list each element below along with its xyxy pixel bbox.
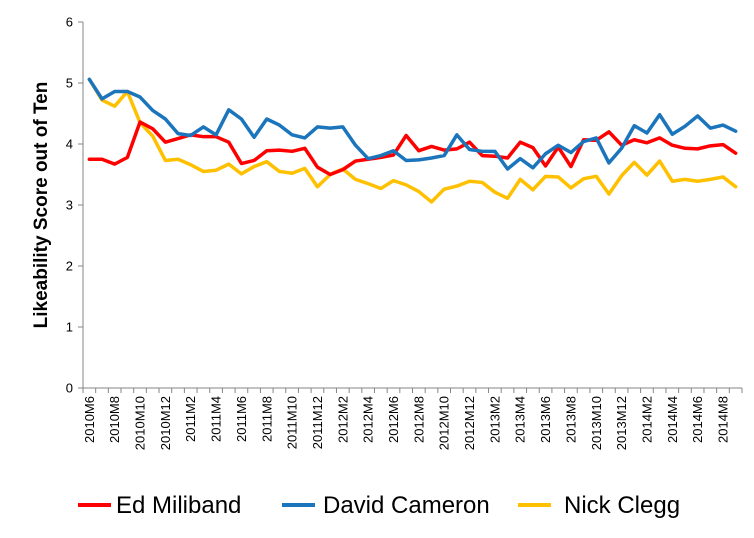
x-tick-label: 2013M6	[538, 396, 553, 443]
legend-label-david-cameron: David Cameron	[323, 492, 490, 519]
x-tick-label: 2011M12	[310, 396, 325, 449]
x-tick-label: 2010M6	[82, 396, 97, 443]
x-tick-label: 2014M8	[715, 396, 730, 443]
x-tick-label: 2013M10	[589, 396, 604, 450]
x-tick-label: 2013M8	[563, 396, 578, 443]
x-tick-label: 2010M10	[133, 396, 148, 450]
series-line-ed-miliband	[87, 120, 738, 177]
x-tick-label: 2013M2	[487, 396, 502, 443]
series-line-nick-clegg	[87, 77, 738, 204]
y-axis-label: Likeability Score out of Ten	[31, 82, 52, 329]
x-tick-label: 2010M8	[107, 396, 122, 443]
x-tick-label: 2012M4	[361, 396, 376, 443]
legend-label-nick-clegg: Nick Clegg	[564, 492, 680, 519]
x-tick-label: 2014M4	[665, 396, 680, 443]
y-tick-label: 4	[66, 137, 73, 152]
x-tick-label: 2011M8	[259, 396, 274, 442]
x-tick-label: 2011M6	[234, 396, 249, 442]
legend-label-ed-miliband: Ed Miliband	[116, 492, 241, 519]
y-tick-label: 3	[66, 198, 73, 213]
x-tick-label: 2014M6	[690, 396, 705, 443]
x-tick-label: 2012M8	[411, 396, 426, 443]
x-tick-label: 2012M6	[386, 396, 401, 443]
legend: Ed Miliband David Cameron Nick Clegg	[78, 492, 680, 519]
series-group	[87, 77, 738, 204]
y-tick-label: 1	[66, 320, 73, 335]
y-tick-label: 0	[66, 381, 73, 396]
x-tick-label: 2013M4	[513, 396, 528, 443]
y-axis: 0 1 2 3 4 5 6	[66, 15, 84, 396]
x-tick-label: 2012M2	[335, 396, 350, 443]
y-tick-label: 2	[66, 259, 73, 274]
x-tick-label: 2011M4	[209, 396, 224, 442]
x-tick-label: 2011M2	[183, 396, 198, 442]
y-tick-label: 5	[66, 76, 73, 91]
x-tick-label: 2012M12	[462, 396, 477, 450]
x-tick-label: 2014M2	[639, 396, 654, 443]
x-tick-label: 2013M12	[614, 396, 629, 450]
y-tick-label: 6	[66, 15, 73, 30]
x-tick-label: 2010M12	[158, 396, 173, 450]
x-tick-label: 2012M10	[437, 396, 452, 450]
x-axis: 2010M6 2010M8 2010M10 2010M12 2011M2 2011M4 20…	[82, 387, 743, 450]
series-line-david-cameron	[87, 77, 738, 171]
x-tick-label: 2011M10	[285, 396, 300, 449]
